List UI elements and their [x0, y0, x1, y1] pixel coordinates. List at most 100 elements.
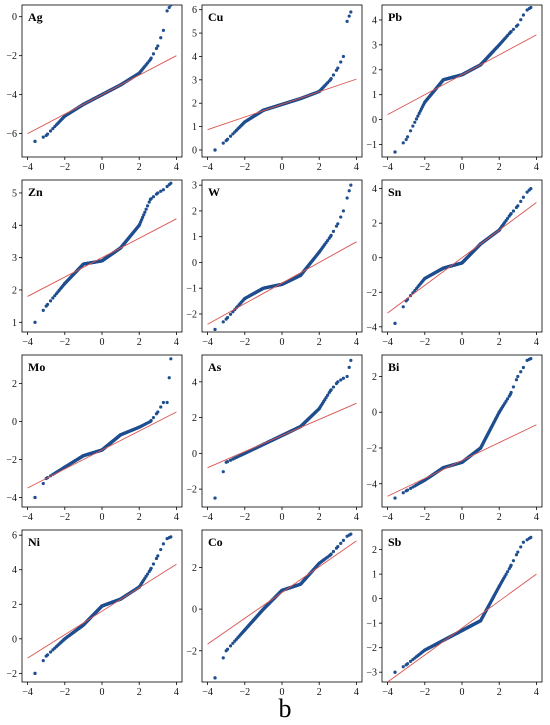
y-tick-label: 0	[372, 115, 377, 126]
x-tick-label: 4	[354, 512, 359, 523]
data-point	[169, 181, 173, 185]
panel-title: Pb	[388, 10, 402, 24]
data-point	[154, 556, 159, 561]
data-point	[280, 588, 284, 592]
panel-title: Mo	[28, 360, 45, 374]
data-point	[393, 150, 397, 154]
data-point	[505, 397, 510, 401]
y-tick-label: 4	[192, 52, 197, 63]
qq-panel-ni: −4 −2 0 2 4 −2 0 2 4 6 Ni	[6, 529, 183, 698]
y-tick-label: −2	[186, 646, 197, 657]
data-point	[169, 5, 173, 7]
y-tick-label: −1	[186, 284, 197, 295]
x-tick-label: −4	[382, 337, 393, 348]
y-tick-label: −1	[366, 140, 377, 151]
data-point	[519, 545, 523, 549]
data-point	[48, 129, 53, 133]
data-point	[148, 419, 152, 424]
plot-area	[27, 357, 177, 500]
x-tick-label: −4	[22, 337, 33, 348]
data-point	[525, 538, 529, 542]
y-tick-label: 2	[12, 285, 17, 296]
data-point	[504, 572, 508, 576]
panel-title: Sb	[388, 535, 402, 549]
data-point	[347, 189, 351, 193]
y-tick-label: 2	[192, 563, 197, 574]
data-point	[511, 209, 516, 213]
y-tick-label: 4	[372, 184, 377, 195]
data-point	[159, 189, 163, 193]
x-tick-label: 0	[100, 687, 105, 698]
y-tick-label: 2	[372, 372, 377, 383]
data-point	[145, 572, 150, 576]
x-tick-label: 4	[174, 512, 179, 523]
y-tick-label: 0	[372, 408, 377, 419]
x-tick-label: 2	[497, 162, 502, 173]
x-tick-label: 2	[137, 162, 142, 173]
data-point	[336, 380, 340, 384]
data-point	[317, 561, 321, 565]
data-point	[81, 454, 85, 458]
data-point	[505, 216, 510, 221]
data-point	[261, 607, 265, 611]
data-point	[221, 141, 225, 145]
y-tick-label: 2	[372, 65, 377, 76]
data-point	[165, 9, 169, 13]
plot-area	[387, 5, 537, 154]
data-point	[144, 207, 148, 211]
data-point	[151, 562, 156, 566]
data-point	[169, 357, 173, 361]
data-point	[441, 466, 445, 470]
y-tick-label: 0	[192, 605, 197, 616]
x-tick-label: 0	[100, 337, 105, 348]
data-point	[48, 650, 53, 654]
data-point	[505, 570, 510, 574]
data-point	[521, 365, 525, 370]
data-point	[516, 204, 520, 208]
data-point	[441, 78, 445, 82]
y-tick-label: −1	[366, 619, 377, 630]
data-point	[33, 495, 37, 500]
data-point	[411, 124, 415, 128]
data-point	[423, 648, 427, 652]
x-tick-label: 0	[280, 162, 285, 173]
y-tick-label: 0	[12, 417, 17, 428]
y-tick-label: 5	[12, 188, 17, 199]
data-point	[408, 129, 413, 133]
data-point	[156, 191, 160, 195]
y-tick-label: −3	[366, 668, 377, 679]
data-point	[228, 312, 233, 316]
x-tick-label: 2	[317, 337, 322, 348]
x-tick-label: −4	[202, 162, 213, 173]
data-point	[331, 385, 336, 389]
x-tick-label: 4	[534, 512, 539, 523]
y-tick-label: −4	[366, 322, 377, 333]
y-tick-label: 0	[192, 449, 197, 460]
y-tick-label: 2	[192, 99, 197, 110]
y-tick-label: 1	[12, 318, 17, 329]
data-point	[416, 114, 420, 118]
data-point	[228, 134, 233, 138]
data-point	[224, 460, 228, 464]
data-point	[508, 212, 512, 217]
data-point	[511, 27, 516, 31]
plot-area	[207, 532, 357, 680]
panel-title: As	[208, 360, 222, 374]
reference-line	[27, 411, 177, 489]
data-point	[137, 71, 141, 75]
plot-area	[207, 10, 357, 152]
data-point	[228, 644, 233, 648]
x-tick-label: 2	[497, 337, 502, 348]
x-tick-label: 2	[137, 337, 142, 348]
y-tick-label: 0	[372, 594, 377, 605]
x-tick-label: 2	[137, 512, 142, 523]
x-tick-label: 4	[534, 687, 539, 698]
x-tick-label: −4	[22, 687, 33, 698]
data-point	[33, 671, 37, 675]
x-tick-label: −4	[382, 687, 393, 698]
x-tick-label: −2	[59, 337, 70, 348]
plot-area	[207, 183, 357, 332]
x-tick-label: 0	[460, 337, 465, 348]
data-point	[41, 135, 45, 139]
y-tick-label: −2	[6, 51, 17, 62]
